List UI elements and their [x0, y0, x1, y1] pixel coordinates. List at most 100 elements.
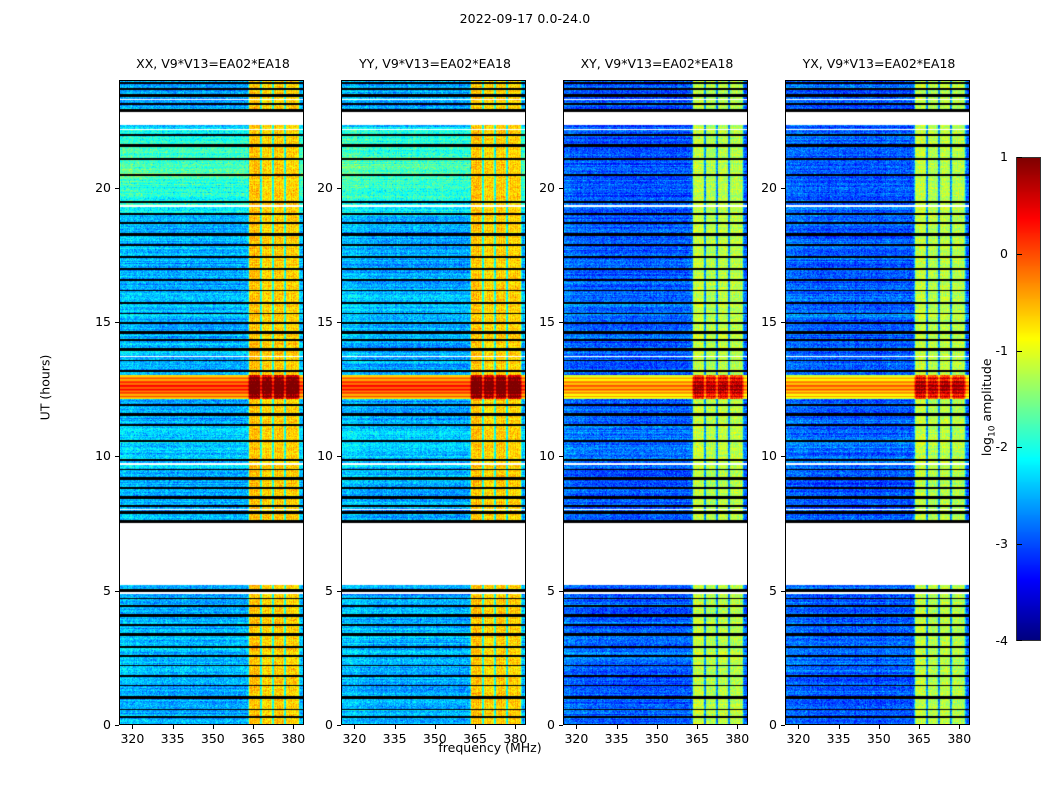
x-tick-label: 320 [342, 731, 367, 746]
x-tick-label: 320 [564, 731, 589, 746]
y-tick-label: 0 [325, 717, 333, 732]
x-tick-mark [394, 725, 396, 729]
y-tick-mark [781, 321, 785, 323]
colorbar-tick-mark [1017, 640, 1022, 641]
x-tick-label: 380 [725, 731, 750, 746]
y-tick-label: 10 [95, 448, 111, 464]
x-tick-label: 350 [200, 731, 225, 746]
y-tick-mark [337, 321, 341, 323]
x-tick-mark [475, 725, 477, 729]
x-tick-label: 335 [604, 731, 629, 746]
y-tick-label: 10 [761, 448, 777, 464]
x-tick-mark [212, 725, 214, 729]
y-tick-mark [115, 590, 119, 592]
colorbar-label-sub: 10 [987, 425, 998, 438]
colorbar-tick-mark [1017, 350, 1022, 352]
x-tick-label: 335 [382, 731, 407, 746]
x-tick-label: 365 [241, 731, 265, 746]
y-tick-label: 5 [325, 582, 333, 598]
colorbar-tick-mark [1017, 544, 1022, 546]
panel-title-yx: YX, V9*V13=EA02*EA18 [802, 56, 956, 71]
y-tick-mark [337, 590, 341, 592]
y-tick-label: 20 [539, 179, 555, 195]
y-tick-label: 20 [95, 179, 111, 195]
y-tick-label: 5 [547, 582, 555, 598]
y-tick-mark [559, 187, 563, 189]
x-axis-label: frequency (MHz) [438, 740, 542, 755]
y-axis-label: UT (hours) [37, 354, 53, 421]
y-tick-mark [781, 725, 785, 726]
x-tick-label: 380 [281, 731, 306, 746]
y-tick-mark [115, 187, 119, 189]
x-tick-label: 380 [503, 731, 528, 746]
x-tick-mark [576, 725, 578, 729]
y-tick-mark [115, 456, 119, 458]
colorbar-tick-label: -2 [995, 439, 1008, 455]
colorbar-label-suffix: amplitude [978, 358, 994, 426]
colorbar-tick-mark [1017, 157, 1022, 158]
heatmap-image-xx [120, 81, 303, 724]
colorbar-tick-label: -3 [995, 536, 1008, 552]
x-tick-label: 350 [422, 731, 447, 746]
colorbar-tick-label: 1 [1000, 149, 1008, 164]
x-tick-mark [697, 725, 699, 729]
y-tick-label: 5 [103, 582, 111, 598]
y-tick-label: 5 [769, 582, 777, 598]
x-tick-label: 365 [907, 731, 931, 746]
x-tick-label: 335 [160, 731, 185, 746]
y-tick-label: 0 [769, 717, 777, 732]
x-tick-mark [132, 725, 134, 729]
x-tick-mark [656, 725, 658, 729]
x-tick-mark [919, 725, 921, 729]
y-tick-label: 15 [95, 313, 111, 329]
x-tick-label: 350 [866, 731, 891, 746]
x-tick-label: 365 [463, 731, 487, 746]
y-tick-mark [115, 725, 119, 726]
x-tick-mark [737, 725, 739, 729]
y-tick-mark [337, 725, 341, 726]
x-tick-mark [959, 725, 961, 729]
x-tick-label: 365 [685, 731, 709, 746]
y-tick-mark [337, 456, 341, 458]
x-tick-label: 320 [786, 731, 811, 746]
colorbar-tick-label: -4 [995, 633, 1008, 648]
x-tick-mark [878, 725, 880, 729]
heatmap-image-xy [564, 81, 747, 724]
heatmap-panel-xy[interactable] [563, 80, 748, 725]
x-tick-mark [798, 725, 800, 729]
y-tick-label: 20 [317, 179, 333, 195]
heatmap-image-yy [342, 81, 525, 724]
y-tick-mark [559, 456, 563, 458]
y-tick-mark [337, 187, 341, 189]
y-tick-label: 20 [761, 179, 777, 195]
y-tick-mark [115, 321, 119, 323]
x-tick-mark [515, 725, 517, 729]
heatmap-panel-yx[interactable] [785, 80, 970, 725]
figure-suptitle: 2022-09-17 0.0-24.0 [459, 11, 591, 26]
x-tick-mark [172, 725, 174, 729]
y-tick-mark [781, 456, 785, 458]
y-tick-label: 0 [103, 717, 111, 732]
colorbar-tick-label: 0 [1000, 245, 1008, 261]
y-tick-mark [781, 187, 785, 189]
y-tick-label: 15 [539, 313, 555, 329]
y-tick-mark [559, 590, 563, 592]
panel-title-xx: XX, V9*V13=EA02*EA18 [136, 56, 290, 71]
x-tick-mark [434, 725, 436, 729]
x-tick-mark [293, 725, 295, 729]
colorbar-tick-mark [1017, 253, 1022, 255]
y-tick-label: 15 [317, 313, 333, 329]
heatmap-panel-xx[interactable] [119, 80, 304, 725]
heatmap-image-yx [786, 81, 969, 724]
colorbar-gradient [1017, 158, 1040, 640]
x-tick-label: 335 [826, 731, 851, 746]
y-tick-mark [781, 590, 785, 592]
x-tick-label: 350 [644, 731, 669, 746]
colorbar[interactable] [1016, 157, 1041, 641]
x-tick-label: 320 [120, 731, 145, 746]
x-tick-label: 380 [947, 731, 972, 746]
x-tick-mark [838, 725, 840, 729]
x-tick-mark [616, 725, 618, 729]
heatmap-panel-yy[interactable] [341, 80, 526, 725]
